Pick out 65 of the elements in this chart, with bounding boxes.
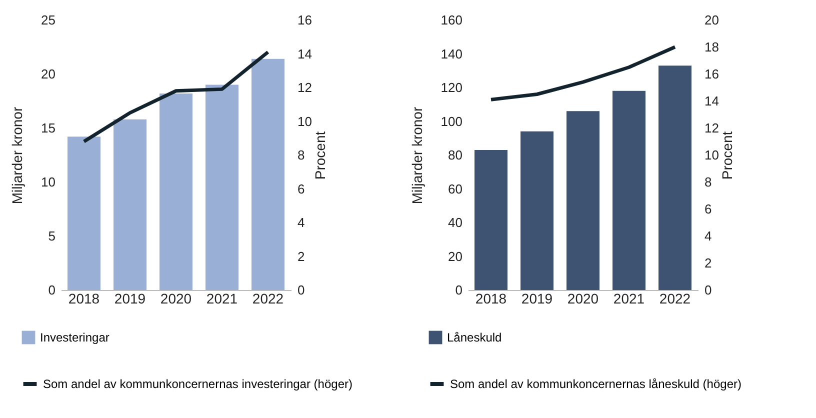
- y2-tick-label: 0: [704, 282, 712, 298]
- x-tick-label: 2021: [613, 290, 645, 306]
- y-tick-label: 120: [440, 80, 462, 95]
- legend-label: Låneskuld: [447, 330, 502, 344]
- y2-tick-label: 8: [298, 148, 305, 162]
- y2-tick-label: 2: [298, 248, 305, 264]
- y-tick-label: 100: [440, 114, 462, 129]
- y-tick-label: 160: [440, 12, 462, 28]
- bar: [68, 136, 100, 290]
- y2-tick-label: 4: [298, 215, 305, 230]
- y-tick-label: 20: [448, 248, 462, 264]
- y2-tick-label: 4: [704, 228, 712, 244]
- y2-tick-label: 10: [298, 114, 312, 129]
- y-tick-label: 25: [41, 12, 56, 28]
- bar: [252, 58, 284, 290]
- y-tick-label: 80: [448, 148, 462, 162]
- y2-tick-label: 0: [298, 282, 305, 298]
- y-tick-label: 60: [448, 181, 462, 196]
- y2-tick-label: 16: [298, 12, 312, 28]
- y2-tick-label: 10: [704, 148, 719, 162]
- y-tick-label: 20: [41, 66, 56, 82]
- bar: [612, 90, 646, 290]
- x-tick-label: 2018: [475, 290, 507, 306]
- y-tick-label: 10: [41, 174, 56, 190]
- y-tick-label: 15: [41, 120, 56, 136]
- y-tick-label: 140: [440, 46, 462, 62]
- y-axis-title: Miljarder kronor: [408, 106, 425, 204]
- y2-tick-label: 14: [704, 94, 719, 108]
- legend-label: Investeringar: [40, 330, 110, 344]
- y2-tick-label: 12: [704, 120, 719, 136]
- y2-axis-title: Procent: [312, 131, 328, 180]
- y2-tick-label: 16: [704, 66, 719, 82]
- bar: [474, 150, 508, 290]
- bar: [658, 66, 692, 290]
- x-tick-label: 2018: [68, 290, 100, 306]
- x-tick-label: 2022: [659, 290, 691, 306]
- x-tick-label: 2019: [114, 290, 146, 306]
- line-series: [489, 45, 677, 102]
- y-tick-label: 5: [48, 228, 56, 244]
- y2-tick-label: 8: [704, 174, 712, 190]
- y-tick-label: 0: [455, 282, 462, 298]
- y2-tick-label: 6: [298, 181, 305, 196]
- x-tick-label: 2019: [521, 290, 553, 306]
- x-tick-label: 2020: [567, 290, 599, 306]
- y2-tick-label: 6: [704, 202, 712, 216]
- legend-label: Som andel av kommunkoncernernas investeringar (höger): [43, 377, 352, 391]
- y2-tick-label: 2: [704, 256, 712, 270]
- line-series: [82, 50, 270, 144]
- y2-tick-label: 20: [704, 12, 719, 28]
- x-tick-label: 2022: [252, 290, 284, 306]
- bar: [114, 119, 146, 290]
- bar: [566, 111, 600, 290]
- legend-label: Som andel av kommunkoncernernas låneskuld (höger): [450, 377, 742, 391]
- y2-tick-label: 12: [298, 80, 312, 95]
- y2-axis-title: Procent: [718, 131, 735, 180]
- y2-tick-label: 18: [704, 40, 719, 54]
- y2-tick-label: 14: [298, 46, 312, 62]
- bar: [160, 93, 192, 290]
- y-tick-label: 40: [448, 215, 462, 230]
- x-tick-label: 2020: [160, 290, 192, 306]
- y-axis-title: Miljarder kronor: [9, 106, 26, 204]
- y-tick-label: 0: [48, 282, 56, 298]
- bar: [206, 84, 238, 290]
- bar: [520, 131, 554, 290]
- x-tick-label: 2021: [206, 290, 238, 306]
